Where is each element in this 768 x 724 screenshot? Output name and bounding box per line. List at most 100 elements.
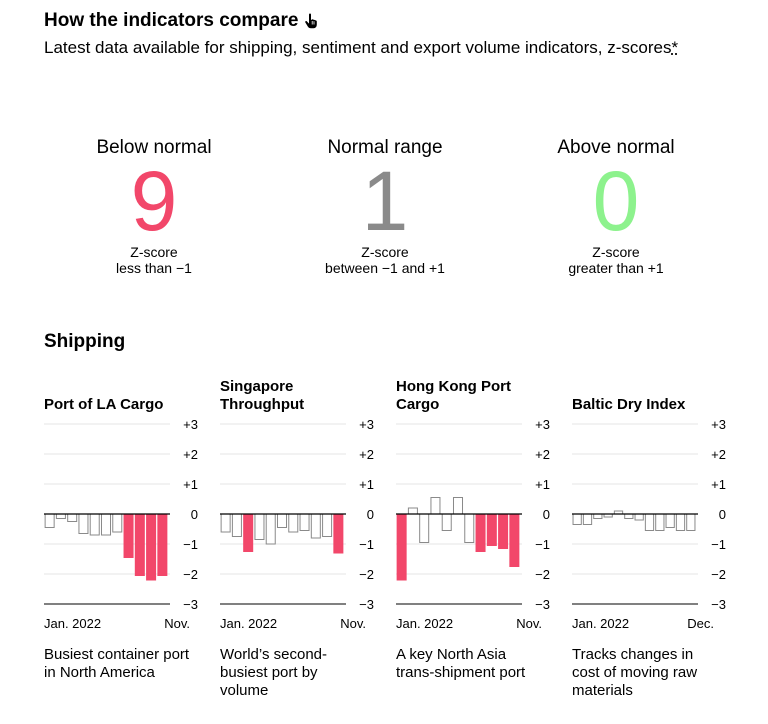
- summary-above-normal: Above normal 0 Z-score greater than +1: [516, 136, 716, 276]
- summary-desc-line2: between −1 and +1: [325, 260, 445, 276]
- x-axis-start-label: Jan. 2022: [220, 616, 278, 631]
- bar: [67, 513, 78, 522]
- y-tick-label: −3: [359, 597, 374, 612]
- summary-desc-line1: Z-score: [130, 244, 178, 260]
- bar: [593, 513, 603, 519]
- chart-header: How the indicators compare Latest data a…: [44, 8, 724, 60]
- bar: [430, 497, 441, 515]
- bar: [655, 513, 665, 531]
- y-tick-label: 0: [543, 507, 550, 522]
- y-tick-label: −1: [183, 537, 198, 552]
- bar: [78, 513, 89, 534]
- bar: [146, 513, 157, 581]
- x-axis-start-label: Jan. 2022: [572, 616, 630, 631]
- bar: [44, 513, 55, 528]
- bar: [419, 513, 430, 543]
- bar: [288, 513, 299, 533]
- bar: [644, 513, 655, 531]
- y-tick-label: −3: [183, 597, 198, 612]
- y-tick-label: 0: [719, 507, 726, 522]
- summary-count: 1: [361, 154, 409, 248]
- bar: [634, 513, 644, 521]
- summary-label: Above normal: [557, 137, 675, 158]
- panel-description: World’s second-busiest port by volume: [220, 646, 327, 699]
- bar: [123, 513, 134, 558]
- bar: [582, 513, 593, 525]
- y-tick-label: +3: [535, 417, 550, 432]
- y-tick-label: +1: [535, 477, 550, 492]
- y-tick-label: −1: [535, 537, 550, 552]
- bar: [498, 513, 509, 549]
- y-tick-label: +1: [183, 477, 198, 492]
- y-tick-label: −3: [535, 597, 550, 612]
- bar-chart: +3 +2 +1 0 −1 −2 −3: [220, 417, 374, 612]
- bar-chart: +3 +2 +1 0 −1 −2 −3: [396, 417, 550, 612]
- bar-chart: +3 +2 +1 0 −1 −2 −3: [44, 417, 198, 612]
- bar: [322, 513, 333, 537]
- bar: [686, 513, 696, 531]
- bar: [265, 513, 276, 545]
- summary-count: 9: [130, 154, 178, 248]
- bar: [89, 513, 100, 536]
- summary-desc-line2: greater than +1: [568, 260, 664, 276]
- y-tick-label: +2: [711, 447, 726, 462]
- bar: [220, 513, 231, 533]
- panel-title: Port of LA Cargo: [44, 396, 164, 413]
- bar-chart: +3 +2 +1 0 −1 −2 −3: [572, 417, 726, 612]
- panel-description: Busiest container port in North America: [44, 646, 190, 681]
- subtitle-text: Latest data available for shipping, sent…: [44, 38, 672, 57]
- y-tick-label: +3: [183, 417, 198, 432]
- bar: [665, 513, 675, 528]
- chart-subtitle: Latest data available for shipping, sent…: [44, 36, 714, 60]
- y-tick-label: +2: [359, 447, 374, 462]
- y-tick-label: −2: [359, 567, 374, 582]
- y-tick-label: −3: [711, 597, 726, 612]
- panel-title: Hong Kong Port Cargo: [396, 378, 511, 413]
- x-axis-end-label: Nov.: [340, 616, 366, 631]
- bar: [243, 513, 254, 552]
- panel-title: Baltic Dry Index: [572, 396, 686, 413]
- footnote-marker[interactable]: *: [671, 38, 679, 57]
- bar: [157, 513, 168, 576]
- summary-count: 0: [592, 154, 640, 248]
- bar: [134, 513, 145, 576]
- bar: [464, 513, 475, 543]
- bar: [112, 513, 123, 533]
- bar: [310, 513, 321, 539]
- y-tick-label: −2: [535, 567, 550, 582]
- bar: [624, 513, 634, 519]
- y-tick-label: 0: [367, 507, 374, 522]
- summary-desc-line1: Z-score: [592, 244, 640, 260]
- summary-label: Below normal: [96, 137, 212, 158]
- bar: [55, 513, 66, 519]
- bar: [441, 513, 452, 531]
- y-tick-label: −1: [711, 537, 726, 552]
- y-tick-label: −1: [359, 537, 374, 552]
- x-axis-end-label: Nov.: [516, 616, 542, 631]
- bar: [333, 513, 344, 554]
- y-tick-label: +3: [359, 417, 374, 432]
- y-tick-label: −2: [711, 567, 726, 582]
- summary-below-normal: Below normal 9 Z-score less than −1: [54, 136, 254, 276]
- bar: [396, 513, 407, 581]
- y-tick-label: +2: [535, 447, 550, 462]
- bar: [572, 513, 582, 525]
- bar: [276, 513, 288, 528]
- bar: [675, 513, 686, 531]
- bar: [509, 513, 520, 567]
- x-axis-end-label: Nov.: [164, 616, 190, 631]
- x-axis-start-label: Jan. 2022: [396, 616, 454, 631]
- bar: [407, 507, 418, 515]
- y-tick-label: +1: [711, 477, 726, 492]
- title-row: How the indicators compare: [44, 8, 724, 34]
- pointer-hand-icon: [304, 13, 318, 29]
- bar: [254, 513, 265, 540]
- x-axis-end-label: Dec.: [687, 616, 714, 631]
- panel-title: Singapore Throughput: [220, 378, 305, 413]
- bar: [231, 513, 242, 537]
- panel-description: A key North Asia trans-shipment port: [396, 646, 526, 681]
- section-title-shipping: Shipping: [44, 331, 126, 352]
- summary-label: Normal range: [327, 137, 443, 158]
- y-tick-label: −2: [183, 567, 198, 582]
- bar: [452, 497, 464, 515]
